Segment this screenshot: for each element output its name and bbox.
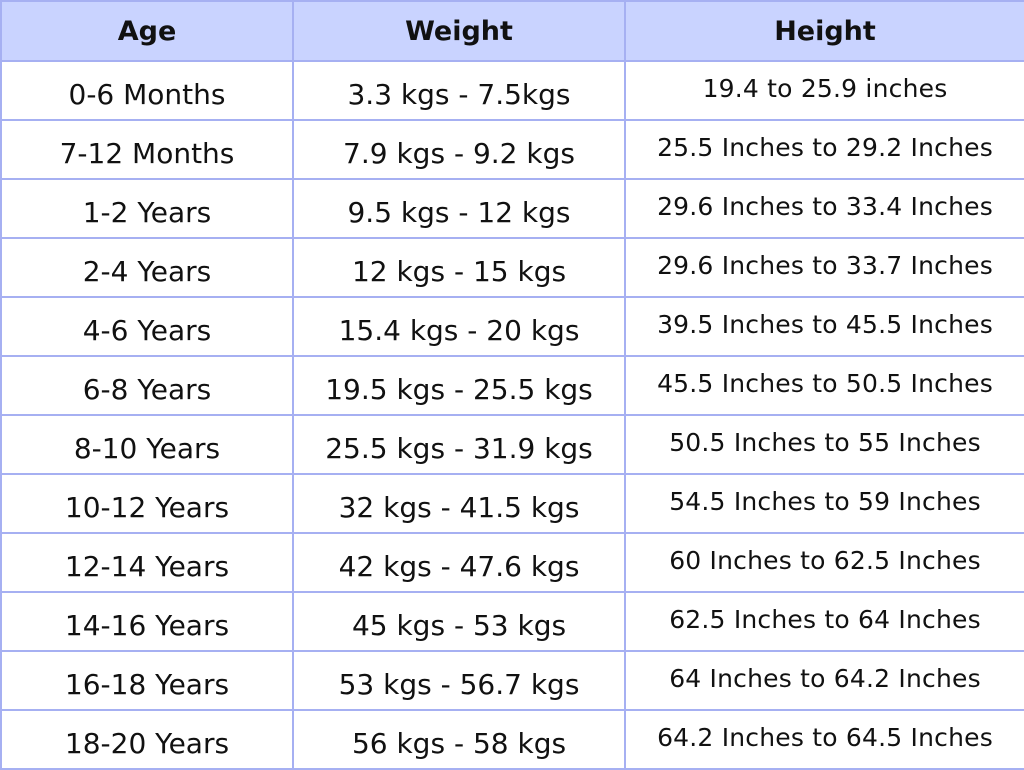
table-row: 12-14 Years 42 kgs - 47.6 kgs 60 Inches … [0, 532, 1024, 593]
table-row: 0-6 Months 3.3 kgs - 7.5kgs 19.4 to 25.9… [0, 60, 1024, 121]
table-row: 8-10 Years 25.5 kgs - 31.9 kgs 50.5 Inch… [0, 414, 1024, 475]
age-cell: 14-16 Years [0, 591, 294, 652]
weight-cell: 19.5 kgs - 25.5 kgs [292, 355, 626, 416]
age-cell: 6-8 Years [0, 355, 294, 416]
age-cell: 10-12 Years [0, 473, 294, 534]
weight-cell: 7.9 kgs - 9.2 kgs [292, 119, 626, 180]
weight-cell: 53 kgs - 56.7 kgs [292, 650, 626, 711]
height-cell: 62.5 Inches to 64 Inches [624, 591, 1024, 652]
weight-cell: 9.5 kgs - 12 kgs [292, 178, 626, 239]
age-cell: 2-4 Years [0, 237, 294, 298]
age-cell: 4-6 Years [0, 296, 294, 357]
height-cell: 29.6 Inches to 33.4 Inches [624, 178, 1024, 239]
age-cell: 18-20 Years [0, 709, 294, 770]
column-header-height: Height [624, 0, 1024, 62]
age-cell: 16-18 Years [0, 650, 294, 711]
table-row: 6-8 Years 19.5 kgs - 25.5 kgs 45.5 Inche… [0, 355, 1024, 416]
weight-cell: 45 kgs - 53 kgs [292, 591, 626, 652]
table-row: 10-12 Years 32 kgs - 41.5 kgs 54.5 Inche… [0, 473, 1024, 534]
height-cell: 64 Inches to 64.2 Inches [624, 650, 1024, 711]
weight-cell: 3.3 kgs - 7.5kgs [292, 60, 626, 121]
height-cell: 19.4 to 25.9 inches [624, 60, 1024, 121]
age-cell: 0-6 Months [0, 60, 294, 121]
weight-cell: 15.4 kgs - 20 kgs [292, 296, 626, 357]
table-row: 7-12 Months 7.9 kgs - 9.2 kgs 25.5 Inche… [0, 119, 1024, 180]
table-row: 2-4 Years 12 kgs - 15 kgs 29.6 Inches to… [0, 237, 1024, 298]
weight-cell: 42 kgs - 47.6 kgs [292, 532, 626, 593]
column-header-weight: Weight [292, 0, 626, 62]
table-row: 14-16 Years 45 kgs - 53 kgs 62.5 Inches … [0, 591, 1024, 652]
weight-cell: 56 kgs - 58 kgs [292, 709, 626, 770]
table-header: Age Weight Height [0, 0, 1024, 62]
height-cell: 50.5 Inches to 55 Inches [624, 414, 1024, 475]
weight-cell: 12 kgs - 15 kgs [292, 237, 626, 298]
height-cell: 39.5 Inches to 45.5 Inches [624, 296, 1024, 357]
height-cell: 29.6 Inches to 33.7 Inches [624, 237, 1024, 298]
height-cell: 45.5 Inches to 50.5 Inches [624, 355, 1024, 416]
header-row: Age Weight Height [0, 0, 1024, 62]
table-row: 16-18 Years 53 kgs - 56.7 kgs 64 Inches … [0, 650, 1024, 711]
height-cell: 25.5 Inches to 29.2 Inches [624, 119, 1024, 180]
age-cell: 12-14 Years [0, 532, 294, 593]
weight-cell: 32 kgs - 41.5 kgs [292, 473, 626, 534]
age-cell: 7-12 Months [0, 119, 294, 180]
table-body: 0-6 Months 3.3 kgs - 7.5kgs 19.4 to 25.9… [0, 60, 1024, 770]
column-header-age: Age [0, 0, 294, 62]
table-row: 1-2 Years 9.5 kgs - 12 kgs 29.6 Inches t… [0, 178, 1024, 239]
height-cell: 64.2 Inches to 64.5 Inches [624, 709, 1024, 770]
table-row: 4-6 Years 15.4 kgs - 20 kgs 39.5 Inches … [0, 296, 1024, 357]
height-cell: 60 Inches to 62.5 Inches [624, 532, 1024, 593]
age-cell: 8-10 Years [0, 414, 294, 475]
height-cell: 54.5 Inches to 59 Inches [624, 473, 1024, 534]
table-row: 18-20 Years 56 kgs - 58 kgs 64.2 Inches … [0, 709, 1024, 770]
weight-cell: 25.5 kgs - 31.9 kgs [292, 414, 626, 475]
age-cell: 1-2 Years [0, 178, 294, 239]
